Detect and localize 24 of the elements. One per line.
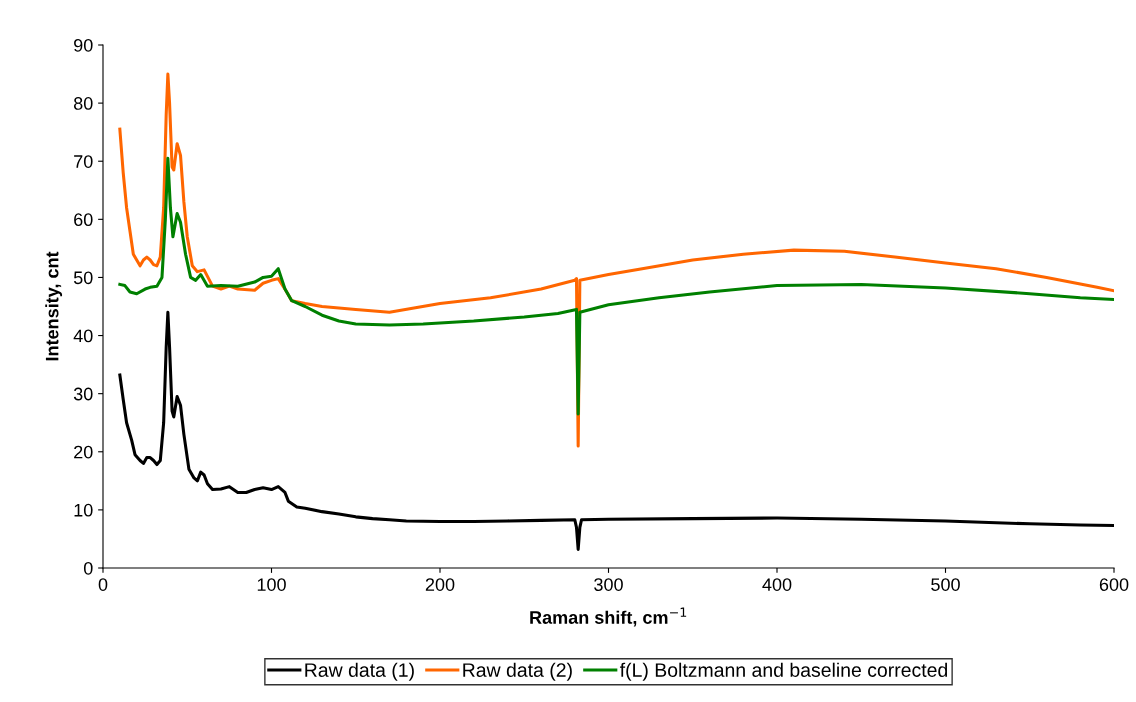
x-axis-title: Raman shift, cm$^{−1}$ [530, 607, 687, 627]
x-tick-label: 400 [762, 578, 792, 591]
y-tick-label: 70 [74, 155, 93, 168]
legend-label: Raw data (1) [305, 662, 414, 681]
x-tick-label: 600 [1099, 578, 1129, 591]
line-series [118, 310, 1114, 551]
y-tick-label: 90 [74, 38, 93, 52]
x-tick-label: 200 [425, 578, 455, 591]
x-tick-label: 500 [931, 578, 960, 591]
y-tick-label: 80 [73, 97, 93, 110]
y-tick-label: 20 [74, 445, 93, 459]
x-tick-label: 0 [98, 578, 108, 591]
y-tick-label: 40 [73, 329, 93, 343]
y-tick-label: 60 [74, 213, 93, 227]
y-tick-label: 50 [73, 271, 93, 285]
y-tick-label: 30 [73, 387, 93, 401]
x-tick-label: 300 [594, 578, 623, 591]
line-series [118, 156, 1114, 416]
y-tick-label: 10 [74, 503, 93, 517]
x-tick-label: 100 [257, 578, 286, 591]
y-axis-title: Intensity, cnt [45, 251, 63, 361]
legend-label: f(L) Boltzmann and baseline corrected [619, 662, 948, 681]
y-tick-label: 0 [83, 561, 93, 575]
legend-label: Raw data (2) [463, 662, 572, 681]
